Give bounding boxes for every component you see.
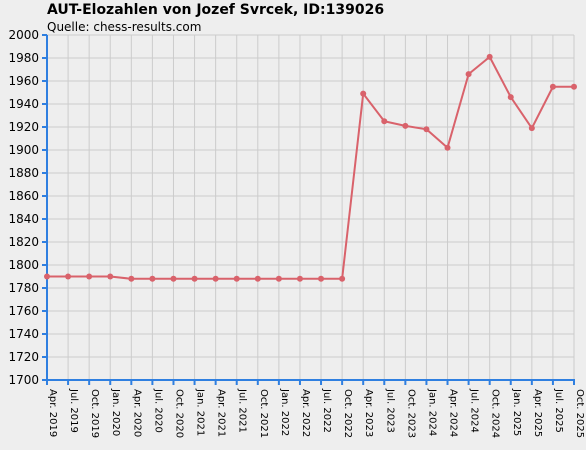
- data-point: [191, 275, 198, 282]
- data-point: [360, 90, 367, 97]
- data-point: [128, 275, 135, 282]
- x-tick-label: Jan. 2024: [426, 388, 437, 436]
- x-tick-label: Oct. 2023: [405, 389, 416, 438]
- data-point: [571, 83, 577, 90]
- y-tick-label: 1720: [8, 350, 39, 364]
- x-tick-label: Jul. 2020: [152, 388, 163, 433]
- x-tick-label: Jul. 2024: [469, 388, 480, 433]
- data-point: [254, 275, 261, 282]
- data-point: [86, 273, 93, 280]
- x-tick-label: Apr. 2020: [131, 389, 142, 437]
- data-point: [275, 275, 282, 282]
- x-tick-label: Apr. 2024: [448, 389, 459, 437]
- data-point: [170, 275, 177, 282]
- y-tick-label: 1980: [8, 51, 39, 65]
- x-tick-label: Jul. 2019: [68, 388, 79, 433]
- data-point: [318, 275, 325, 282]
- data-point: [423, 126, 430, 133]
- grid-lines: [46, 34, 575, 381]
- y-tick-label: 1880: [8, 166, 39, 180]
- x-tick-label: Oct. 2019: [89, 389, 100, 438]
- y-tick-label: 2000: [8, 28, 39, 42]
- data-point: [339, 275, 346, 282]
- chart-title: AUT-Elozahlen von Jozef Svrcek, ID:13902…: [47, 2, 385, 18]
- x-tick-label: Oct. 2025: [574, 389, 585, 438]
- data-point: [465, 71, 472, 78]
- series-line: [47, 55, 574, 280]
- y-tick-label: 1760: [8, 304, 39, 318]
- y-tick-label: 1960: [8, 74, 39, 88]
- data-point: [528, 125, 535, 132]
- data-point: [549, 83, 556, 90]
- data-point: [507, 94, 514, 101]
- y-tick-labels: 1700 1720 1740 1760 1780 1800 1820 1840 1860 1880…: [8, 28, 39, 387]
- x-tick-label: Jul. 2025: [553, 388, 564, 433]
- y-tick-label: 1920: [8, 120, 39, 134]
- y-tick-label: 1940: [8, 97, 39, 111]
- y-tick-label: 1900: [8, 143, 39, 157]
- x-tick-label: Oct. 2022: [342, 389, 353, 438]
- y-tick-label: 1800: [8, 258, 39, 272]
- x-tick-label: Jan. 2022: [279, 388, 290, 436]
- axes: [42, 34, 575, 385]
- data-point: [444, 144, 451, 151]
- x-tick-label: Apr. 2022: [300, 389, 311, 437]
- y-tick-label: 1840: [8, 212, 39, 226]
- chart-subtitle: Quelle: chess-results.com: [47, 20, 202, 34]
- series-layer: [44, 53, 577, 282]
- x-tick-label: Apr. 2019: [47, 389, 58, 437]
- y-tick-label: 1820: [8, 235, 39, 249]
- data-point: [107, 273, 114, 280]
- data-point: [296, 275, 303, 282]
- data-point: [149, 275, 156, 282]
- data-point: [65, 273, 72, 280]
- x-tick-label: Apr. 2025: [532, 389, 543, 437]
- x-tick-label: Jan. 2021: [195, 388, 206, 436]
- x-tick-label: Jul. 2023: [384, 388, 395, 433]
- data-point: [486, 53, 493, 60]
- data-point: [44, 273, 50, 280]
- x-tick-label: Apr. 2021: [216, 389, 227, 437]
- x-tick-labels: Apr. 2019 Jul. 2019 Oct. 2019 Jan. 2020 Apr.…: [47, 388, 585, 438]
- data-point: [402, 122, 409, 129]
- y-tick-label: 1740: [8, 327, 39, 341]
- y-tick-label: 1700: [8, 373, 39, 387]
- data-point: [381, 118, 388, 125]
- y-tick-label: 1860: [8, 189, 39, 203]
- x-tick-label: Oct. 2020: [173, 389, 184, 438]
- data-point: [212, 275, 219, 282]
- data-point: [233, 275, 240, 282]
- x-tick-label: Oct. 2021: [258, 389, 269, 438]
- x-tick-label: Jul. 2021: [237, 388, 248, 433]
- x-tick-label: Jan. 2020: [110, 388, 121, 436]
- y-tick-label: 1780: [8, 281, 39, 295]
- x-tick-label: Apr. 2023: [363, 389, 374, 437]
- x-tick-label: Jul. 2022: [321, 388, 332, 433]
- x-tick-label: Oct. 2024: [490, 389, 501, 438]
- x-tick-label: Jan. 2025: [511, 388, 522, 436]
